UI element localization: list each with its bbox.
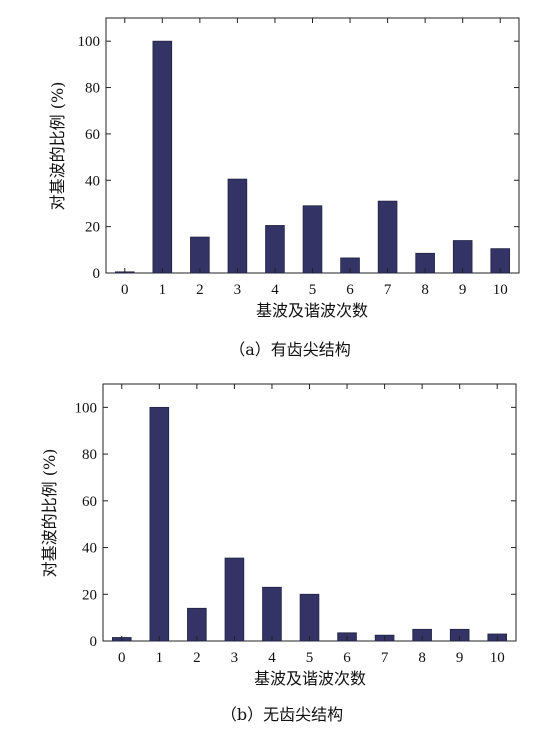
x-tick-label: 0	[121, 282, 129, 298]
y-axis-label-a: 对基波的比例 (%)	[48, 82, 67, 211]
y-tick-label: 80	[82, 447, 97, 463]
bar-2	[190, 236, 210, 274]
chart-a: 0 20 40 60 80 100 0 1 2 3 4 5 6 7 8 9 10 基波及谐波次数 对基波的比例…	[48, 17, 520, 359]
y-tick-label: 100	[78, 34, 101, 50]
y-tick-label: 20	[82, 587, 97, 603]
y-tick-label: 60	[85, 127, 100, 143]
y-ticks-b: 0 20 40 60 80 100	[75, 400, 516, 650]
y-axis-label-b: 对基波的比例 (%)	[40, 449, 59, 578]
x-tick-label: 10	[493, 282, 508, 298]
x-tick-label: 1	[159, 282, 167, 298]
x-tick-label: 3	[234, 282, 242, 298]
caption-a: （a）有齿尖结构	[229, 340, 351, 359]
y-tick-label: 0	[90, 634, 98, 650]
y-tick-label: 0	[93, 266, 101, 282]
y-tick-label: 80	[85, 81, 100, 97]
y-tick-label: 40	[85, 173, 100, 189]
x-tick-label: 1	[156, 650, 164, 666]
x-tick-label: 8	[421, 282, 429, 298]
bar-5	[302, 205, 323, 274]
bar-3	[224, 557, 245, 642]
x-tick-label: 6	[343, 650, 351, 666]
x-tick-label: 5	[306, 650, 314, 666]
x-ticks-b: 0 1 2 3 4 5 6 7 8 9 10	[118, 384, 505, 666]
y-tick-label: 60	[82, 494, 97, 510]
chart-b: 0 20 40 60 80 100 0 1 2 3 4 5 6 7 8 9 10 基波及谐波次数 对基波的比例…	[40, 383, 517, 724]
caption-b: （b）无齿尖结构	[221, 705, 343, 724]
x-tick-label: 10	[490, 650, 505, 666]
y-ticks-a: 0 20 40 60 80 100	[78, 34, 519, 282]
x-ticks-a: 0 1 2 3 4 5 6 7 8 9 10	[121, 18, 508, 298]
bar-1	[152, 40, 173, 274]
bar-4	[265, 225, 285, 274]
x-tick-label: 2	[193, 650, 201, 666]
y-tick-label: 40	[82, 541, 97, 557]
bar-5	[299, 593, 320, 642]
x-axis-label-a: 基波及谐波次数	[256, 301, 368, 320]
bar-7	[377, 200, 398, 274]
x-tick-label: 8	[418, 650, 426, 666]
x-tick-label: 7	[381, 650, 389, 666]
x-axis-label-b: 基波及谐波次数	[254, 669, 366, 688]
x-tick-label: 4	[271, 282, 279, 298]
x-tick-label: 5	[309, 282, 317, 298]
x-tick-label: 4	[268, 650, 276, 666]
x-tick-label: 6	[346, 282, 354, 298]
x-tick-label: 7	[384, 282, 392, 298]
x-tick-label: 9	[456, 650, 464, 666]
bar-1	[149, 406, 170, 642]
bar-4	[262, 586, 282, 642]
bars-a	[114, 40, 511, 274]
bar-3	[227, 178, 248, 274]
x-tick-label: 2	[196, 282, 204, 298]
bars-b	[111, 406, 508, 642]
x-tick-label: 0	[118, 650, 126, 666]
y-tick-label: 100	[75, 400, 98, 416]
x-tick-label: 9	[459, 282, 467, 298]
x-tick-label: 3	[231, 650, 239, 666]
y-tick-label: 20	[85, 220, 100, 236]
